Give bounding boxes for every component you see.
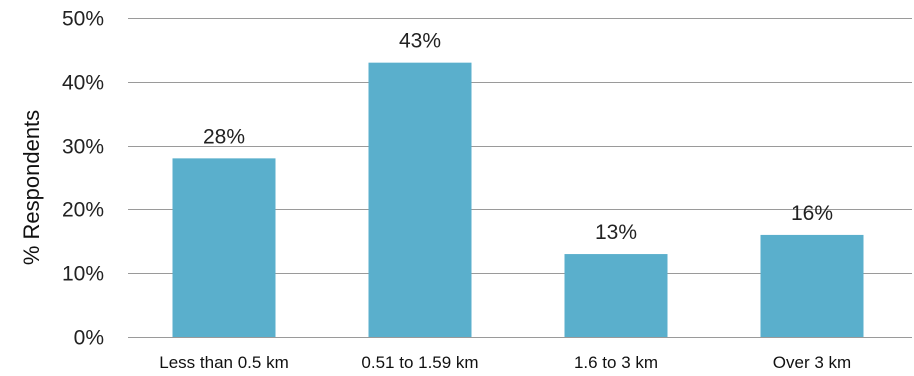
data-label: 13%	[595, 221, 637, 244]
x-tick-label: 0.51 to 1.59 km	[361, 353, 478, 372]
bar	[368, 62, 472, 337]
x-tick-label: Over 3 km	[773, 353, 851, 372]
bar	[760, 234, 864, 337]
y-tick-label: 10%	[62, 263, 104, 286]
bar	[564, 254, 668, 337]
x-tick-label: Less than 0.5 km	[159, 353, 288, 372]
y-axis-tick-labels: 0% 10% 20% 30% 40% 50%	[62, 8, 104, 350]
x-tick-label: 1.6 to 3 km	[574, 353, 658, 372]
bar	[172, 158, 276, 337]
y-axis-title: % Respondents	[19, 110, 44, 265]
y-tick-label: 40%	[62, 72, 104, 95]
data-label: 16%	[791, 202, 833, 225]
data-label: 43%	[399, 30, 441, 53]
y-tick-label: 50%	[62, 8, 104, 31]
y-tick-label: 0%	[74, 327, 104, 350]
data-label: 28%	[203, 125, 245, 148]
bars	[172, 62, 864, 337]
data-labels: 28% 43% 13% 16%	[203, 30, 833, 244]
x-axis-category-labels: Less than 0.5 km 0.51 to 1.59 km 1.6 to 3 …	[159, 353, 851, 372]
y-tick-label: 30%	[62, 136, 104, 159]
y-tick-label: 20%	[62, 199, 104, 222]
